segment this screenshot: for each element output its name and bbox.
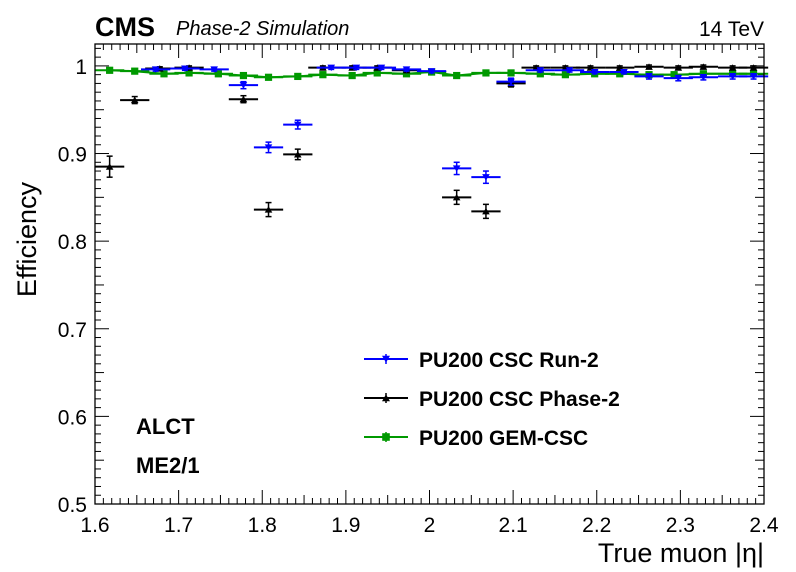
- data-point: [131, 67, 139, 75]
- legend-label: PU200 GEM-CSC: [419, 427, 588, 450]
- x-tick-label: 1.6: [80, 514, 109, 537]
- x-tick-label: 2.4: [749, 514, 779, 537]
- data-point: [319, 71, 327, 79]
- energy-label: 14 TeV: [699, 18, 764, 41]
- data-point: [293, 121, 302, 129]
- legend: PU200 CSC Run-2 PU200 CSC Phase-2 PU200 GE…: [364, 349, 620, 450]
- station-label: ME2/1: [136, 453, 200, 478]
- data-point: [348, 71, 356, 80]
- data-point: [645, 73, 653, 80]
- simulation-label: Phase-2 Simulation: [176, 18, 349, 40]
- legend-marker: [382, 355, 390, 363]
- legend-entry: PU200 CSC Run-2: [364, 349, 599, 372]
- x-tick-label: 2: [424, 514, 436, 537]
- experiment-label: CMS: [95, 12, 155, 42]
- axis-tick-labels: 1.6 1.7 1.8 1.9 2 2.1 2.2 2.3 2.4 0.5 0.6 0.7 0.8 0.9…: [58, 56, 779, 537]
- x-tick-label: 1.8: [248, 514, 277, 537]
- data-point: [327, 64, 336, 72]
- x-tick-label: 2.2: [582, 514, 611, 537]
- data-point: [402, 70, 411, 78]
- data-point: [728, 64, 737, 71]
- legend-marker: [382, 433, 390, 441]
- legend-entry: PU200 CSC Phase-2: [364, 388, 620, 411]
- x-axis-title: True muon |η|: [598, 538, 764, 568]
- y-tick-label: 0.9: [58, 144, 87, 167]
- data-point: [264, 206, 273, 213]
- y-tick-label: 0.6: [58, 406, 87, 429]
- data-point: [377, 64, 386, 72]
- x-tick-label: 2.3: [666, 514, 695, 537]
- data-point: [749, 73, 758, 80]
- series-pu200-csc-run-2: [140, 64, 769, 185]
- x-tick-label: 1.9: [331, 514, 360, 537]
- data-point: [239, 82, 248, 89]
- data-point: [565, 67, 574, 74]
- legend-entry: PU200 GEM-CSC: [364, 427, 588, 450]
- data-point: [453, 71, 461, 80]
- data-point: [536, 67, 545, 74]
- data-point: [214, 70, 222, 78]
- data-point: [264, 144, 273, 151]
- data-point: [674, 75, 683, 82]
- data-point: [402, 66, 411, 73]
- data-point: [482, 207, 490, 215]
- data-point: [106, 66, 114, 74]
- data-point: [482, 174, 490, 181]
- data-point: [749, 64, 758, 71]
- x-tick-label: 2.1: [499, 514, 528, 537]
- data-point: [294, 72, 302, 81]
- axis-ticks: [94, 44, 765, 505]
- data-point: [427, 68, 436, 75]
- legend-marker: [382, 394, 390, 402]
- data-point: [105, 163, 114, 170]
- data-point: [616, 70, 624, 78]
- data-point: [264, 73, 273, 81]
- data-point: [620, 68, 628, 76]
- data-point: [561, 71, 569, 79]
- data-point: [239, 71, 248, 80]
- data-point: [181, 65, 189, 72]
- data-point: [160, 70, 168, 78]
- data-point: [507, 69, 515, 77]
- y-tick-label: 0.5: [58, 494, 87, 517]
- trigger-label: ALCT: [136, 414, 195, 439]
- data-point: [293, 150, 302, 158]
- y-tick-label: 0.7: [58, 319, 87, 342]
- data-point: [452, 165, 461, 172]
- y-tick-label: 0.8: [58, 231, 87, 254]
- data-point: [699, 74, 708, 81]
- data-point: [452, 193, 461, 201]
- y-tick-label: 1: [75, 56, 87, 79]
- data-point: [674, 64, 683, 71]
- data-point: [699, 63, 708, 70]
- data-point: [130, 96, 139, 104]
- data-point: [482, 69, 490, 77]
- plot-frame: [94, 43, 765, 505]
- data-point: [352, 64, 361, 72]
- data-point: [239, 95, 248, 103]
- data-point: [185, 69, 193, 77]
- data-point: [699, 70, 707, 78]
- data-series: [95, 63, 769, 220]
- legend-label: PU200 CSC Phase-2: [419, 388, 620, 411]
- data-point: [670, 71, 678, 79]
- data-point: [536, 70, 544, 78]
- data-point: [590, 68, 599, 76]
- data-point: [210, 66, 218, 73]
- data-point: [728, 73, 737, 80]
- data-point: [507, 78, 515, 86]
- x-tick-label: 1.7: [164, 514, 193, 537]
- data-point: [645, 63, 653, 70]
- data-point: [151, 66, 160, 73]
- legend-label: PU200 CSC Run-2: [419, 349, 599, 372]
- y-axis-title: Efficiency: [12, 182, 42, 298]
- data-point: [373, 69, 381, 77]
